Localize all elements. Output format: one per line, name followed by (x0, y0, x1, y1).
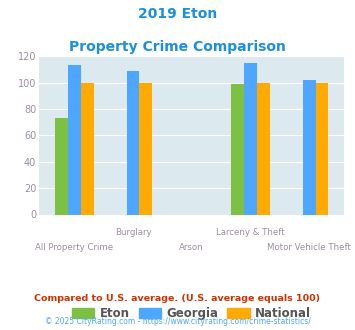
Bar (68, 65, 81, 214)
Text: Compared to U.S. average. (U.S. average equals 100): Compared to U.S. average. (U.S. average … (34, 294, 321, 303)
Bar (316, 82, 328, 214)
Text: Motor Vehicle Theft: Motor Vehicle Theft (267, 243, 351, 251)
Bar (55, 118, 68, 214)
Bar (257, 82, 270, 214)
Text: Property Crime Comparison: Property Crime Comparison (69, 40, 286, 53)
Text: © 2025 CityRating.com - https://www.cityrating.com/crime-statistics/: © 2025 CityRating.com - https://www.city… (45, 317, 310, 326)
Text: Larceny & Theft: Larceny & Theft (216, 228, 285, 237)
Legend: Eton, Georgia, National: Eton, Georgia, National (68, 302, 316, 324)
Text: Burglary: Burglary (115, 228, 151, 237)
Bar (231, 84, 244, 214)
Text: Arson: Arson (179, 243, 204, 251)
Text: 2019 Eton: 2019 Eton (138, 7, 217, 20)
Bar (244, 63, 257, 214)
Text: All Property Crime: All Property Crime (35, 243, 113, 251)
Bar (303, 80, 316, 214)
Bar (126, 71, 140, 215)
Bar (140, 82, 152, 214)
Bar (81, 82, 94, 214)
